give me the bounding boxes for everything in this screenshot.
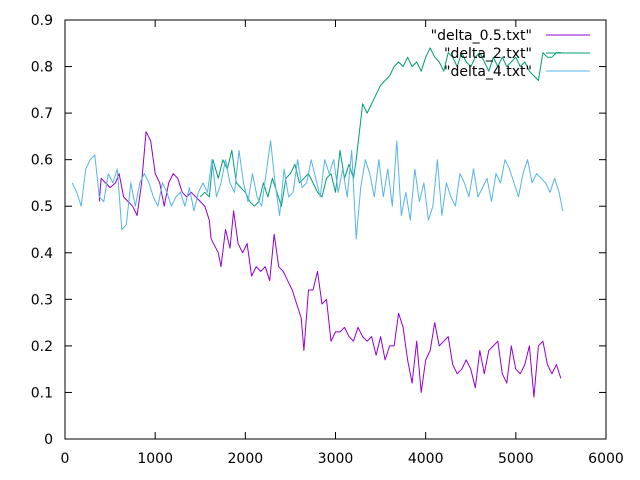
series-line-3: [71, 140, 564, 240]
x-tick-label: 2000: [228, 451, 264, 467]
y-tick-label: 0.9: [31, 13, 53, 29]
y-tick-label: 0.3: [31, 292, 53, 308]
legend-label-3: "delta_4.txt": [444, 64, 532, 80]
x-tick-label: 4000: [408, 451, 444, 467]
series-line-2: [199, 47, 561, 207]
y-tick-label: 0.5: [31, 199, 53, 215]
x-tick-label: 5000: [498, 451, 534, 467]
y-tick-label: 0.6: [31, 153, 53, 169]
y-tick-label: 0.4: [31, 246, 53, 262]
legend-label-1: "delta_0.5.txt": [431, 28, 532, 44]
x-tick-label: 3000: [318, 451, 354, 467]
y-tick-label: 0.7: [31, 106, 53, 122]
plot-border: [64, 19, 607, 440]
x-tick-label: 1000: [137, 451, 173, 467]
series-line-1: [98, 131, 562, 398]
legend: "delta_0.5.txt" "delta_2.txt" "delta_4.txt…: [431, 28, 590, 80]
legend-label-2: "delta_2.txt": [444, 46, 532, 62]
y-tick-label: 0.1: [31, 385, 53, 401]
x-tick-label: 6000: [588, 451, 624, 467]
y-tick-label: 0.2: [31, 339, 53, 355]
x-tick-label: 0: [61, 451, 70, 467]
series-layer: [71, 47, 564, 398]
y-tick-label: 0.8: [31, 60, 53, 76]
axis-ticks: 0 1000 2000 3000 4000 5000 6000 0 0.1 0.2 0.3 0.4 0.…: [31, 13, 624, 467]
y-tick-label: 0: [44, 432, 53, 448]
